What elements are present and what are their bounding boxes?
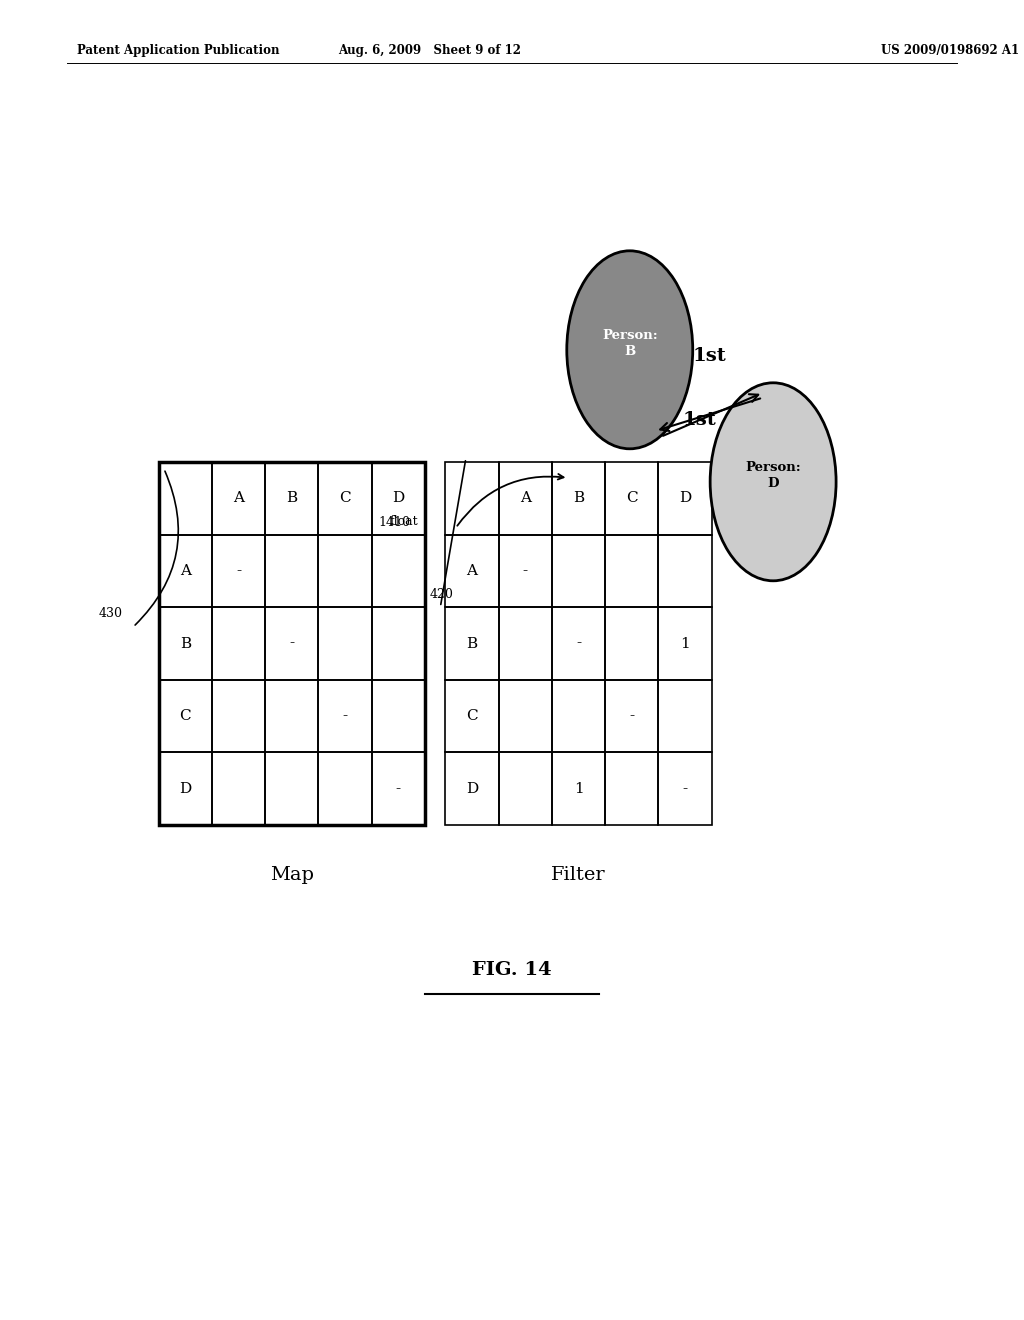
Text: A: A bbox=[520, 491, 530, 506]
Bar bbox=[605, 607, 658, 680]
Bar bbox=[445, 752, 499, 825]
Ellipse shape bbox=[567, 251, 692, 449]
Text: C: C bbox=[179, 709, 191, 723]
Text: 1410: 1410 bbox=[379, 516, 411, 529]
Text: A: A bbox=[233, 491, 244, 506]
Bar bbox=[658, 680, 712, 752]
Bar bbox=[372, 607, 425, 680]
Text: B: B bbox=[573, 491, 584, 506]
Bar bbox=[318, 462, 372, 535]
Bar bbox=[658, 462, 712, 535]
Text: A: A bbox=[467, 564, 477, 578]
Text: 430: 430 bbox=[99, 607, 123, 620]
Bar bbox=[499, 535, 552, 607]
Text: Patent Application Publication: Patent Application Publication bbox=[77, 44, 280, 57]
Bar bbox=[212, 462, 265, 535]
Text: D: D bbox=[392, 491, 404, 506]
Bar bbox=[265, 680, 318, 752]
Text: -: - bbox=[522, 564, 528, 578]
Bar bbox=[265, 462, 318, 535]
Text: D: D bbox=[679, 491, 691, 506]
Text: B: B bbox=[180, 636, 190, 651]
Bar bbox=[658, 752, 712, 825]
Bar bbox=[552, 535, 605, 607]
Bar bbox=[552, 607, 605, 680]
Bar bbox=[552, 462, 605, 535]
Bar bbox=[605, 752, 658, 825]
Text: float: float bbox=[389, 515, 418, 528]
Text: C: C bbox=[339, 491, 351, 506]
Bar bbox=[159, 462, 425, 825]
Text: 1st: 1st bbox=[683, 411, 717, 429]
Bar bbox=[318, 607, 372, 680]
Bar bbox=[372, 535, 425, 607]
Bar bbox=[499, 607, 552, 680]
Bar bbox=[552, 752, 605, 825]
Bar bbox=[605, 680, 658, 752]
Text: C: C bbox=[626, 491, 638, 506]
Bar bbox=[318, 752, 372, 825]
Text: -: - bbox=[236, 564, 242, 578]
Text: Person:
B: Person: B bbox=[602, 329, 657, 358]
Bar bbox=[445, 535, 499, 607]
Bar bbox=[605, 535, 658, 607]
Bar bbox=[212, 680, 265, 752]
Text: D: D bbox=[179, 781, 191, 796]
Text: C: C bbox=[466, 709, 478, 723]
Bar bbox=[265, 607, 318, 680]
Bar bbox=[265, 535, 318, 607]
Bar bbox=[499, 680, 552, 752]
Text: 1: 1 bbox=[573, 781, 584, 796]
Text: US 2009/0198692 A1: US 2009/0198692 A1 bbox=[881, 44, 1019, 57]
Ellipse shape bbox=[711, 383, 836, 581]
Bar bbox=[212, 752, 265, 825]
Bar bbox=[212, 535, 265, 607]
Bar bbox=[159, 462, 212, 535]
Text: -: - bbox=[395, 781, 401, 796]
Bar bbox=[605, 462, 658, 535]
Text: 420: 420 bbox=[430, 587, 454, 601]
Text: Map: Map bbox=[270, 866, 313, 884]
Text: B: B bbox=[287, 491, 297, 506]
Bar bbox=[499, 752, 552, 825]
Bar bbox=[159, 535, 212, 607]
Text: -: - bbox=[575, 636, 582, 651]
Text: -: - bbox=[289, 636, 295, 651]
Text: B: B bbox=[467, 636, 477, 651]
Bar bbox=[265, 752, 318, 825]
Text: 1st: 1st bbox=[692, 347, 726, 366]
Bar bbox=[159, 680, 212, 752]
Bar bbox=[159, 752, 212, 825]
Bar bbox=[658, 607, 712, 680]
Bar bbox=[212, 607, 265, 680]
Bar bbox=[445, 680, 499, 752]
Bar bbox=[552, 680, 605, 752]
Text: 1: 1 bbox=[680, 636, 690, 651]
Text: -: - bbox=[342, 709, 348, 723]
Bar bbox=[159, 607, 212, 680]
Text: -: - bbox=[682, 781, 688, 796]
Text: A: A bbox=[180, 564, 190, 578]
Bar bbox=[499, 462, 552, 535]
Bar bbox=[318, 680, 372, 752]
Text: Aug. 6, 2009   Sheet 9 of 12: Aug. 6, 2009 Sheet 9 of 12 bbox=[339, 44, 521, 57]
Bar bbox=[372, 680, 425, 752]
Text: D: D bbox=[466, 781, 478, 796]
Bar bbox=[372, 462, 425, 535]
Text: Person:
D: Person: D bbox=[745, 461, 801, 490]
Text: FIG. 14: FIG. 14 bbox=[472, 961, 552, 979]
Bar bbox=[445, 462, 499, 535]
Bar bbox=[372, 752, 425, 825]
Bar bbox=[318, 535, 372, 607]
Bar bbox=[445, 607, 499, 680]
Bar bbox=[658, 535, 712, 607]
Text: Filter: Filter bbox=[551, 866, 606, 884]
Text: -: - bbox=[629, 709, 635, 723]
